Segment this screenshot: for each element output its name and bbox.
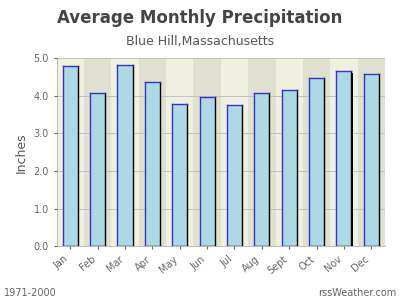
- Bar: [194, 58, 221, 246]
- Bar: [91, 94, 106, 247]
- Bar: [221, 58, 248, 246]
- Bar: [84, 58, 111, 246]
- Text: rssWeather.com: rssWeather.com: [318, 289, 396, 298]
- Bar: [173, 105, 188, 247]
- Bar: [139, 58, 166, 246]
- Bar: [248, 58, 276, 246]
- Bar: [90, 93, 105, 246]
- Text: Average Monthly Precipitation: Average Monthly Precipitation: [57, 9, 343, 27]
- Bar: [145, 82, 160, 246]
- Bar: [310, 80, 325, 247]
- Bar: [227, 106, 242, 246]
- Bar: [118, 65, 132, 246]
- Bar: [111, 58, 139, 246]
- Bar: [358, 58, 385, 246]
- Bar: [338, 73, 352, 247]
- Bar: [330, 58, 358, 246]
- Bar: [309, 78, 324, 246]
- Bar: [146, 84, 161, 247]
- Bar: [63, 66, 78, 246]
- Bar: [228, 107, 243, 247]
- Bar: [303, 58, 330, 246]
- Bar: [166, 58, 194, 246]
- Bar: [276, 58, 303, 246]
- Bar: [282, 90, 297, 246]
- Bar: [118, 66, 134, 247]
- Bar: [256, 94, 270, 247]
- Bar: [364, 74, 379, 246]
- Bar: [336, 71, 352, 246]
- Text: 1971-2000: 1971-2000: [4, 289, 57, 298]
- Bar: [172, 103, 187, 246]
- Y-axis label: Inches: Inches: [15, 132, 28, 172]
- Text: Blue Hill,Massachusetts: Blue Hill,Massachusetts: [126, 34, 274, 47]
- Bar: [64, 68, 79, 247]
- Bar: [200, 97, 215, 246]
- Bar: [365, 76, 380, 247]
- Bar: [283, 92, 298, 247]
- Bar: [254, 93, 269, 246]
- Bar: [56, 58, 84, 246]
- Bar: [201, 99, 216, 247]
